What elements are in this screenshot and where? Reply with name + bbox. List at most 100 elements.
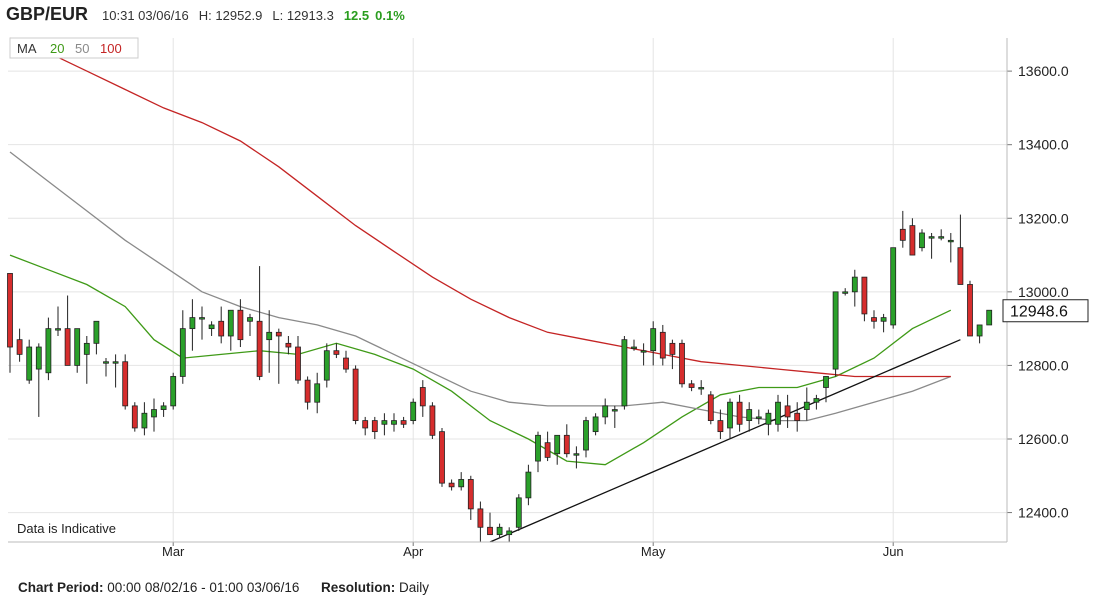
candle [698,380,705,395]
price-chart[interactable]: 12400.0 12600.0 12800.0 13000.0 13200.0 13400… [0,30,1100,590]
candle-body [275,331,282,337]
candle [621,335,628,410]
candle [650,321,657,366]
candle [112,354,119,388]
candle-body [35,346,42,370]
y-tick-label: 12600.0 [1018,431,1069,447]
candle [487,512,493,536]
ma-line-100 [9,37,951,378]
candle-body [391,420,397,425]
candle [736,394,743,432]
candle [928,232,935,259]
candle-body [266,331,273,341]
candle [323,343,330,388]
candle [352,365,359,425]
candle-body [371,420,378,433]
candle-body [170,376,177,407]
candle [727,398,733,439]
candle-body [141,412,148,429]
quote-datetime: 10:31 03/06/16 [102,8,189,23]
candle [755,409,762,425]
candle [189,299,196,351]
candle-body [784,405,791,418]
candle-body [439,431,445,484]
candle-body [573,453,580,456]
candle-body [179,328,186,377]
trend-line-layer [489,339,961,543]
candle-body [343,357,349,370]
candle-body [112,361,119,364]
resolution-value: Daily [399,580,430,595]
trend-line[interactable] [489,339,961,543]
candle-body [775,401,781,425]
candle [295,335,301,384]
candle [602,398,609,425]
candle-body [976,324,983,337]
x-tick-label: May [641,544,666,559]
candle [381,413,388,436]
candle [247,313,253,336]
candle-body [131,405,138,429]
candle-body [755,416,762,419]
candle-body [74,328,81,366]
candle-body [746,409,753,421]
candle-body [640,350,647,353]
candle [976,324,983,344]
symbol-title: GBP/EUR [6,4,89,24]
candle [131,402,138,432]
candle [957,214,964,285]
candle-body [909,225,916,256]
candle-body [458,479,465,488]
candle [631,339,637,351]
candle-body [727,401,733,429]
data-indicative-note: Data is Indicative [17,521,116,536]
candle-body [899,228,906,241]
candle [122,354,129,410]
candle [93,320,100,355]
candle-body [151,409,157,418]
ma-legend-box [9,37,139,59]
candle-body [477,508,484,528]
candle [448,479,455,491]
candle [554,434,561,465]
candle [707,391,714,425]
candle-body [842,291,849,294]
candle-body [880,317,887,322]
candle-body [919,232,925,249]
candle [208,321,215,336]
candle [467,475,474,520]
candle [199,306,205,340]
candle [899,210,906,248]
candle [410,398,417,425]
candle [45,317,52,381]
candle [333,343,340,359]
y-tick-label: 13600.0 [1018,63,1069,79]
candle-body [986,309,993,326]
candle-body [227,309,234,337]
candle-body [83,342,90,355]
candles-layer [7,210,993,542]
ma-legend-label: MA [17,41,37,56]
candle-body [26,346,33,381]
y-tick-label: 13000.0 [1018,284,1069,300]
candle-body [362,420,369,429]
grid-lines [8,38,1007,542]
candle [506,527,513,542]
candle-body [496,526,503,536]
candle-body [736,401,743,425]
candle-body [189,317,196,330]
candle [919,229,925,252]
ma-legend-20: 20 [50,41,64,56]
candle-body [208,324,215,330]
candle-body [199,317,205,320]
chart-period-label: Chart Period: [18,580,104,595]
candle [285,335,292,355]
candle-body [650,328,657,352]
candle [362,416,369,436]
candle [16,328,23,362]
candle [266,310,273,373]
candle [515,494,522,531]
candle-body [794,412,801,421]
candle-body [352,368,359,421]
candle [813,394,820,410]
